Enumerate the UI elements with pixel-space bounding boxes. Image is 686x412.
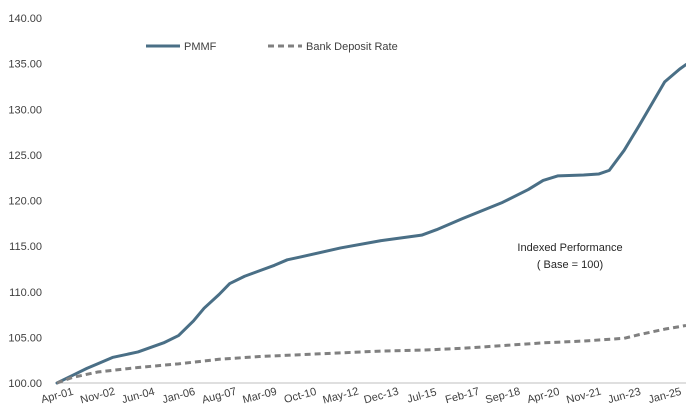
x-tick-label: Apr-20 — [526, 386, 561, 406]
x-tick-label: Apr-01 — [40, 386, 75, 406]
annotation: Indexed Performance ( Base = 100) — [517, 242, 622, 271]
x-tick-label: Nov-21 — [565, 386, 602, 407]
x-tick: Sep-18 — [484, 386, 521, 407]
y-tick-label: 120.00 — [8, 196, 42, 208]
x-tick-label: Jun-23 — [607, 386, 643, 406]
x-tick-label: Jun-04 — [120, 386, 156, 406]
x-axis: Apr-01 Nov-02 Jun-04 Jan-06 Aug-07 Mar-09 Oct-… — [40, 382, 686, 407]
x-tick-label: Mar-09 — [241, 386, 278, 407]
y-tick-label: 140.00 — [8, 13, 42, 25]
x-tick: Jun-04 — [120, 386, 156, 406]
x-tick-label: Jul-15 — [406, 386, 438, 405]
x-tick: Jan-25 — [647, 386, 683, 406]
x-tick-label: Feb-17 — [444, 386, 481, 407]
x-tick: Apr-01 — [40, 386, 75, 406]
y-tick-label: 100.00 — [8, 378, 42, 390]
x-tick: Mar-09 — [241, 386, 278, 407]
x-tick: May-12 — [322, 385, 361, 406]
x-tick: Jan-06 — [161, 386, 197, 406]
y-tick-label: 135.00 — [8, 59, 42, 71]
x-tick-label: Nov-02 — [79, 386, 116, 407]
x-tick: Jul-15 — [406, 386, 438, 405]
legend-label: Bank Deposit Rate — [306, 41, 398, 53]
y-tick-label: 125.00 — [8, 150, 42, 162]
series-line-pmmf — [55, 63, 686, 385]
y-tick-label: 130.00 — [8, 104, 42, 116]
x-tick-label: Aug-07 — [201, 386, 238, 407]
x-tick-label: May-12 — [322, 385, 361, 406]
series-layer — [55, 63, 686, 385]
y-tick-label: 110.00 — [9, 287, 42, 299]
series-line-bank-deposit-rate — [56, 324, 686, 385]
legend-label: PMMF — [184, 41, 217, 53]
x-tick: Nov-21 — [565, 386, 602, 407]
x-tick-label: Jan-06 — [161, 386, 197, 406]
x-tick: Apr-20 — [526, 386, 561, 406]
x-tick-label: Jan-25 — [647, 386, 683, 406]
x-tick: Dec-13 — [363, 386, 400, 407]
legend: PMMF Bank Deposit Rate — [146, 41, 398, 53]
x-tick: Jun-23 — [607, 386, 643, 406]
x-tick: Feb-17 — [444, 386, 481, 407]
x-tick-label: Oct-10 — [283, 386, 318, 406]
annotation-text: Indexed Performance — [517, 242, 622, 254]
x-tick-label: Sep-18 — [484, 386, 521, 407]
y-axis: 100.00 105.00 110.00 115.00 120.00 125.00 130.… — [8, 13, 42, 390]
y-tick-label: 105.00 — [8, 332, 42, 344]
y-tick-label: 115.00 — [9, 241, 42, 253]
x-tick: Oct-10 — [283, 386, 318, 406]
x-tick: Aug-07 — [201, 386, 238, 407]
annotation-text: ( Base = 100) — [537, 259, 603, 271]
x-tick-label: Dec-13 — [363, 386, 400, 407]
x-tick: Nov-02 — [79, 386, 116, 407]
